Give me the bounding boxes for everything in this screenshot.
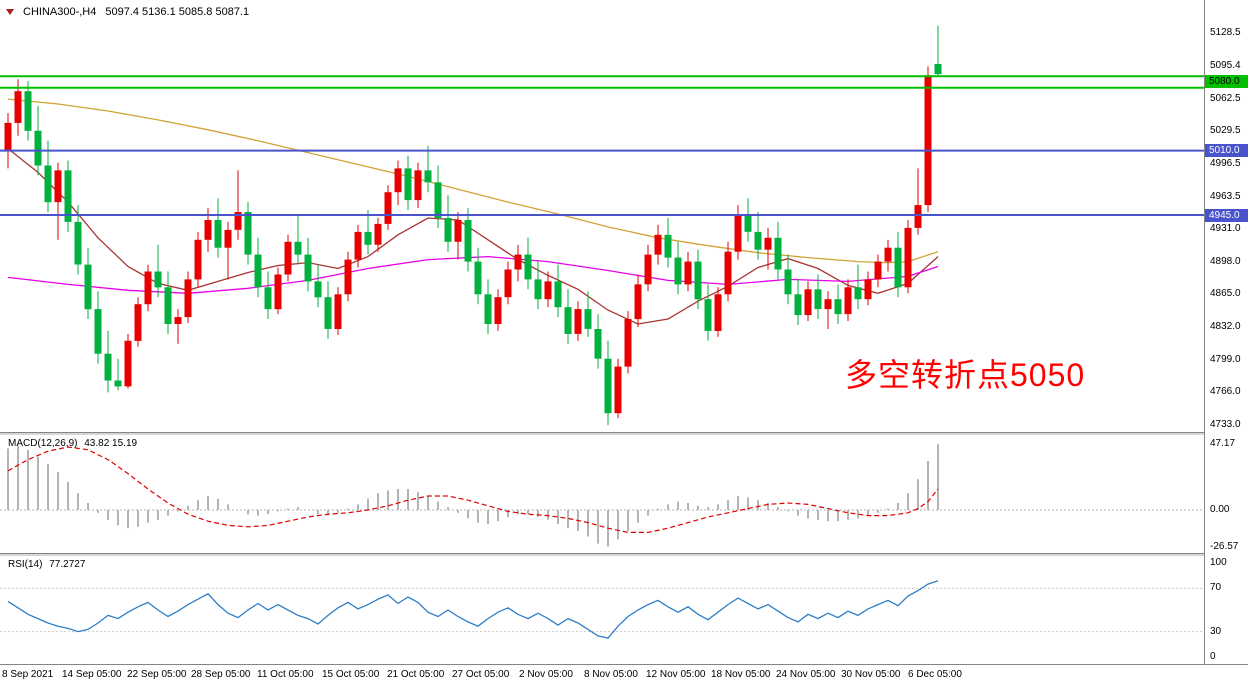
time-tick-label: 21 Oct 05:00	[387, 669, 445, 680]
time-axis[interactable]: 8 Sep 2021 14 Sep 05:00 22 Sep 05:00 28 Sep…	[0, 664, 1248, 690]
rsi-indicator-label: RSI(14) 77.2727	[8, 559, 89, 570]
macd-tick-label: 0.00	[1210, 504, 1230, 515]
price-tick-label: 4996.5	[1210, 157, 1241, 169]
rsi-line	[7, 580, 939, 639]
time-tick-label: 8 Sep 2021	[2, 669, 54, 680]
panel-splitter-macd[interactable]	[0, 432, 1248, 435]
price-chart-svg[interactable]	[0, 0, 1204, 432]
price-tick-label: 5029.5	[1210, 125, 1241, 137]
macd-tick-label: 47.17	[1210, 437, 1236, 449]
rsi-name: RSI(14)	[8, 559, 43, 570]
time-tick-label: 2 Nov 05:00	[519, 669, 573, 680]
time-tick-label: 12 Nov 05:00	[646, 669, 706, 680]
rsi-tick-label: 30	[1210, 625, 1222, 637]
rsi-chart-svg[interactable]	[0, 556, 1204, 664]
ma_darkred-line	[7, 148, 939, 325]
price-tick-label: 5128.5	[1210, 27, 1241, 39]
symbol-marker-icon	[6, 9, 14, 15]
time-tick-label: 14 Sep 05:00	[62, 669, 122, 680]
time-tick-label: 18 Nov 05:00	[711, 669, 771, 680]
price-axis[interactable]: 5128.5 5095.4 5062.5 5029.5 4996.5 4963.5 4931…	[1204, 0, 1248, 664]
rsi-panel[interactable]	[0, 556, 1204, 664]
macd-tick-label: -26.57	[1210, 541, 1239, 553]
price-tag-blue: 5010.0	[1205, 144, 1248, 158]
price-tick-label: 4799.0	[1210, 353, 1241, 365]
price-chart-panel[interactable]	[0, 0, 1204, 432]
price-tick-label: 4898.0	[1210, 255, 1241, 267]
time-tick-label: 6 Dec 05:00	[908, 669, 962, 680]
time-tick-label: 24 Nov 05:00	[776, 669, 836, 680]
macd-histogram	[7, 444, 939, 547]
rsi-tick-label: 0	[1210, 651, 1216, 662]
rsi-value: 77.2727	[49, 559, 86, 570]
ma_orange-line	[7, 98, 939, 264]
macd-indicator-label: MACD(12,26,9) 43.82 15.19	[8, 438, 141, 449]
price-tick-label: 4865.0	[1210, 288, 1241, 300]
price-tick-label: 5095.4	[1210, 59, 1241, 71]
time-tick-label: 22 Sep 05:00	[127, 669, 187, 680]
rsi-tick-label: 70	[1210, 582, 1222, 594]
ohlc-values-label: 5097.4 5136.1 5085.8 5087.1	[105, 6, 250, 18]
panel-splitter-rsi[interactable]	[0, 553, 1248, 556]
macd-panel[interactable]	[0, 435, 1204, 553]
time-tick-label: 28 Sep 05:00	[191, 669, 251, 680]
time-tick-label: 15 Oct 05:00	[322, 669, 380, 680]
time-tick-label: 27 Oct 05:00	[452, 669, 510, 680]
candles-layer	[4, 25, 942, 426]
price-tick-label: 4963.5	[1210, 190, 1241, 202]
price-tick-label: 4766.0	[1210, 386, 1241, 398]
price-tick-label: 4733.0	[1210, 419, 1241, 431]
time-tick-label: 30 Nov 05:00	[841, 669, 901, 680]
chart-title: CHINA300-,H4 5097.4 5136.1 5085.8 5087.1	[6, 6, 253, 18]
macd-values: 43.82 15.19	[84, 438, 138, 449]
time-tick-label: 8 Nov 05:00	[584, 669, 638, 680]
price-tick-label: 4832.0	[1210, 320, 1241, 332]
macd-chart-svg[interactable]	[0, 435, 1204, 553]
macd-name: MACD(12,26,9)	[8, 438, 78, 449]
price-tag-green: 5080.0	[1205, 74, 1248, 88]
time-tick-label: 11 Oct 05:00	[257, 669, 314, 680]
rsi-tick-label: 100	[1210, 557, 1227, 568]
symbol-period-label: CHINA300-,H4	[23, 6, 97, 18]
price-tick-label: 5062.5	[1210, 92, 1241, 104]
price-tag-blue: 4945.0	[1205, 208, 1248, 222]
macd-signal-line	[7, 446, 939, 534]
annotation-text[interactable]: 多空转折点5050	[845, 357, 1086, 393]
price-tick-label: 4931.0	[1210, 222, 1241, 234]
